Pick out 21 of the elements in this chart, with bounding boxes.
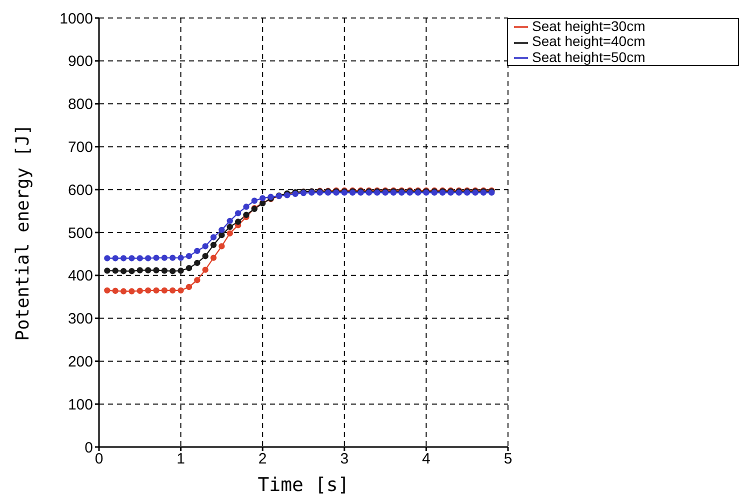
x-tick-label: 5	[504, 450, 512, 468]
y-tick-label: 500	[68, 224, 93, 242]
y-tick-label: 200	[68, 354, 93, 371]
y-tick-label: 300	[68, 310, 93, 328]
y-tick-label: 700	[68, 139, 93, 156]
legend-label: Seat height=40cm	[532, 33, 646, 50]
y-tick-label: 600	[68, 182, 93, 199]
legend-label: Seat height=50cm	[532, 48, 646, 65]
y-tick-label: 100	[68, 396, 93, 414]
x-tick-label: 1	[176, 450, 185, 468]
y-tick-label: 0	[84, 439, 93, 456]
y-tick-label: 900	[68, 53, 93, 70]
y-tick-label: 1000	[60, 10, 93, 28]
x-tick-label: 3	[340, 450, 349, 468]
y-tick-label: 800	[68, 96, 93, 114]
y-axis-title: Potential energy [J]	[12, 124, 34, 341]
x-tick-label: 2	[258, 450, 267, 468]
y-tick-label: 400	[68, 268, 93, 285]
x-axis-title: Time [s]	[258, 474, 350, 495]
legend-label: Seat height=30cm	[532, 18, 646, 34]
x-tick-label: 4	[422, 450, 430, 468]
